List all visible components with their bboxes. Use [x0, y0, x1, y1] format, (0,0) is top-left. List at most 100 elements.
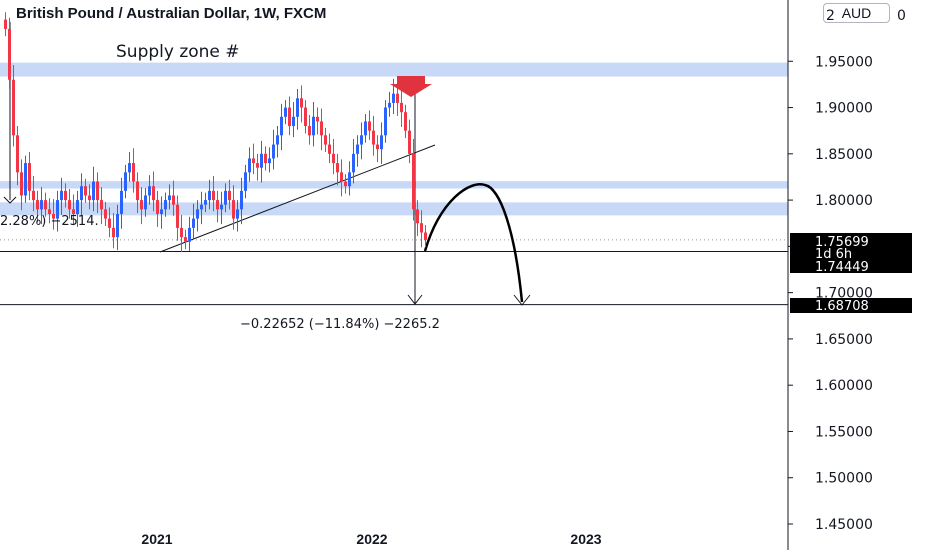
candle-body [248, 158, 251, 173]
candle-body [128, 163, 131, 173]
candle-body [4, 19, 7, 29]
candle-body [164, 200, 167, 210]
candle-body [352, 153, 355, 173]
y-tick-label: 1.95000 [815, 54, 873, 70]
candle-body [224, 190, 227, 205]
measure-label: −0.22652 (−11.84%) −2265.2 [240, 317, 440, 332]
candle-body [284, 107, 287, 117]
candle-body [260, 153, 263, 168]
candle-body [304, 107, 307, 127]
x-tick-label: 2021 [141, 531, 172, 547]
left-measure-label: 2.28%) −2514. [0, 214, 99, 229]
current-price-tag [790, 233, 912, 273]
candle-body [100, 200, 103, 210]
countdown-value: 1d 6h [815, 247, 852, 262]
candle-body [88, 195, 91, 201]
candle-body [44, 200, 47, 210]
candle-body [24, 163, 27, 196]
candle-body [56, 200, 59, 219]
x-tick-label: 2023 [570, 531, 601, 547]
projection-arrowhead [513, 294, 531, 306]
candle-body [104, 209, 107, 219]
candle-body [16, 135, 19, 173]
candle-body [184, 237, 187, 242]
candle-body [188, 227, 191, 242]
y-tick-label: 1.65000 [815, 332, 873, 348]
zone-1 [0, 181, 788, 189]
candle-body [300, 98, 303, 108]
candle-body [28, 163, 31, 191]
y-tick-label: 1.80000 [815, 193, 873, 209]
candle-body [140, 200, 143, 210]
candle-body [112, 227, 115, 238]
candle-body [392, 93, 395, 103]
candle-body [160, 209, 163, 214]
candle-body [288, 107, 291, 127]
candle-body [316, 116, 319, 122]
candle-body [12, 79, 15, 136]
x-tick-label: 2022 [356, 531, 387, 547]
candle-body [272, 144, 275, 159]
candle-body [408, 130, 411, 154]
candle-body [296, 98, 299, 117]
candle-body [124, 172, 127, 191]
candle-body [336, 163, 339, 173]
candle-body [116, 213, 119, 238]
candle-body [216, 200, 219, 210]
y-tick-label: 1.45000 [815, 517, 873, 533]
candle-body [412, 153, 415, 210]
candle-body [320, 121, 323, 136]
candle-body [136, 181, 139, 201]
candle-body [312, 116, 315, 136]
candle-body [292, 116, 295, 127]
candle-body [244, 172, 247, 191]
candle-body [84, 186, 87, 196]
currency-badge[interactable]: AUD [823, 3, 890, 23]
y-tick-label: 1.55000 [815, 424, 873, 440]
candle-body [64, 190, 67, 201]
axis-top-partial-zero: 0 [897, 8, 906, 24]
candle-body [340, 172, 343, 182]
candle-body [176, 204, 179, 228]
time-axis: 2021 2022 2023 [141, 531, 601, 547]
candle-body [388, 102, 391, 108]
candles-layer [4, 12, 427, 252]
candle-body [420, 223, 423, 233]
candle-body [332, 153, 335, 164]
candle-body [156, 200, 159, 214]
candle-body [256, 163, 259, 168]
candle-body [276, 135, 279, 145]
candle-body [168, 195, 171, 201]
candle-body [384, 107, 387, 136]
candle-body [424, 232, 427, 240]
candle-body [52, 213, 55, 219]
y-tick-label: 1.85000 [815, 147, 873, 163]
candle-body [416, 209, 419, 224]
lines-layer [0, 22, 788, 306]
candle-body [356, 144, 359, 154]
y-tick-label: 1.50000 [815, 471, 873, 487]
candle-body [236, 209, 239, 219]
candle-body [212, 190, 215, 201]
price-tags: 1.75699 1d 6h 1.74449 1.68708 [790, 233, 912, 314]
candle-body [192, 218, 195, 228]
candle-body [376, 144, 379, 150]
left-measure-arrowhead [3, 196, 17, 204]
target-price-value: 1.68708 [815, 299, 869, 314]
candle-body [308, 126, 311, 136]
candle-body [92, 181, 95, 201]
projection-arc [423, 183, 524, 303]
candle-body [152, 186, 155, 201]
candle-body [20, 172, 23, 196]
candle-body [268, 158, 271, 164]
candle-body [132, 163, 135, 182]
candle-body [200, 204, 203, 210]
candle-body [400, 102, 403, 113]
candle-body [196, 209, 199, 219]
y-tick-label: 1.70000 [815, 286, 873, 302]
candle-body [144, 195, 147, 210]
candle-body [172, 195, 175, 205]
candle-body [120, 190, 123, 214]
candle-body [180, 227, 183, 238]
candle-body [404, 112, 407, 131]
